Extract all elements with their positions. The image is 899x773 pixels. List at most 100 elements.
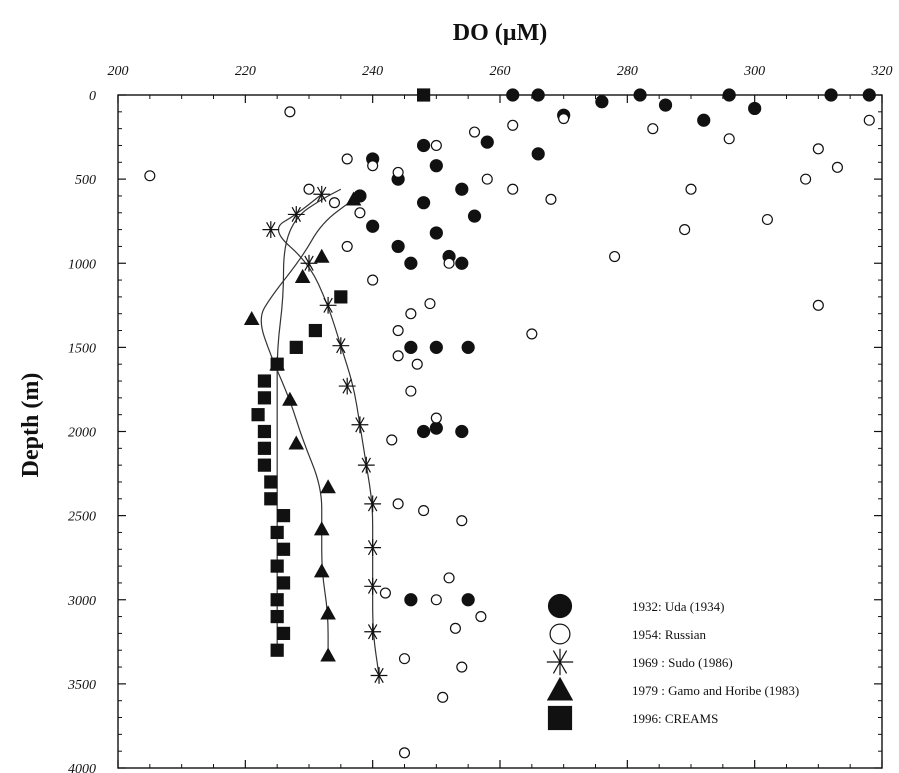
data-point xyxy=(364,539,382,556)
data-point xyxy=(456,661,468,673)
data-point xyxy=(308,323,322,338)
x-axis: 200 220 240 260 280 300 320 xyxy=(108,64,893,768)
data-point xyxy=(319,296,337,314)
data-point xyxy=(320,479,336,494)
data-point xyxy=(270,643,284,657)
data-point xyxy=(276,542,291,556)
legend-marker xyxy=(549,623,571,645)
data-point xyxy=(456,515,468,527)
data-point xyxy=(723,133,735,145)
data-point xyxy=(609,250,621,263)
data-point xyxy=(404,340,418,354)
data-point xyxy=(429,226,443,240)
legend-label: 1932: Uda (1934) xyxy=(632,599,724,614)
data-point xyxy=(276,509,291,523)
data-point xyxy=(761,213,773,226)
legend-label: 1954: Russian xyxy=(632,627,707,642)
data-point xyxy=(404,256,418,270)
data-point xyxy=(595,95,609,109)
data-point xyxy=(831,161,843,173)
data-point xyxy=(429,421,443,435)
data-point xyxy=(404,593,418,607)
data-point xyxy=(251,408,265,422)
data-point xyxy=(863,114,875,126)
legend-marker xyxy=(547,593,573,619)
data-point xyxy=(392,498,404,510)
legend-marker xyxy=(546,676,574,701)
data-point xyxy=(270,357,284,371)
x-tick-label: 220 xyxy=(235,64,256,79)
y-tick-label: 4000 xyxy=(68,762,96,773)
points xyxy=(144,88,876,759)
data-point xyxy=(287,206,305,223)
y-tick-label: 2500 xyxy=(68,510,96,525)
data-point xyxy=(257,391,272,405)
data-point xyxy=(144,170,156,182)
data-point xyxy=(507,183,519,195)
data-point xyxy=(455,256,469,270)
data-point xyxy=(313,185,331,203)
data-point xyxy=(320,605,336,620)
x-tick-label: 260 xyxy=(490,64,511,79)
data-point xyxy=(429,159,443,173)
data-point xyxy=(341,240,353,252)
data-point xyxy=(449,622,461,634)
data-point xyxy=(289,340,303,354)
data-point xyxy=(697,113,711,127)
data-point xyxy=(461,593,475,607)
data-point xyxy=(430,139,442,152)
data-point xyxy=(354,207,366,219)
legend-label: 1979 : Gamo and Horibe (1983) xyxy=(632,683,799,698)
data-point xyxy=(392,166,404,178)
data-point xyxy=(379,587,391,599)
data-point xyxy=(526,328,538,340)
data-point xyxy=(417,88,431,102)
data-point xyxy=(364,577,382,595)
data-point xyxy=(430,594,442,606)
fitted-curve xyxy=(260,198,354,656)
data-point xyxy=(303,183,315,195)
y-tick-label: 3000 xyxy=(67,594,96,609)
data-point xyxy=(386,434,398,446)
data-point xyxy=(800,173,812,185)
data-point xyxy=(270,559,284,573)
data-point xyxy=(531,88,545,102)
legend-label: 1969 : Sudo (1986) xyxy=(632,655,733,670)
x-tick-label: 240 xyxy=(362,64,383,79)
data-point xyxy=(357,456,375,474)
data-point xyxy=(424,298,436,310)
data-point xyxy=(545,193,557,205)
data-point xyxy=(405,385,417,397)
data-point xyxy=(270,593,284,607)
data-point xyxy=(531,147,545,161)
data-point xyxy=(685,183,697,195)
data-point xyxy=(313,521,330,536)
data-point xyxy=(257,424,272,439)
data-point xyxy=(334,290,348,304)
y-axis: 0 500 1000 1500 2000 2500 3000 3500 4000 xyxy=(67,89,882,773)
data-point xyxy=(364,623,382,641)
data-point xyxy=(276,626,291,640)
data-point xyxy=(468,126,481,138)
data-point xyxy=(455,424,469,439)
data-point xyxy=(264,475,278,489)
data-point xyxy=(351,416,369,434)
data-point xyxy=(313,563,330,578)
data-point xyxy=(443,572,455,584)
data-point xyxy=(392,350,404,362)
data-point xyxy=(320,647,336,662)
data-point xyxy=(270,525,284,540)
data-point xyxy=(633,88,647,102)
data-point xyxy=(282,391,298,406)
legend-marker xyxy=(547,705,573,731)
y-tick-label: 500 xyxy=(75,173,96,188)
data-point xyxy=(257,458,272,472)
data-point xyxy=(748,101,762,116)
data-point xyxy=(262,221,280,238)
data-point xyxy=(313,248,330,263)
x-tick-label: 280 xyxy=(617,64,638,79)
y-tick-label: 3500 xyxy=(67,678,96,693)
y-tick-label: 1000 xyxy=(68,257,96,272)
data-point xyxy=(367,160,379,172)
